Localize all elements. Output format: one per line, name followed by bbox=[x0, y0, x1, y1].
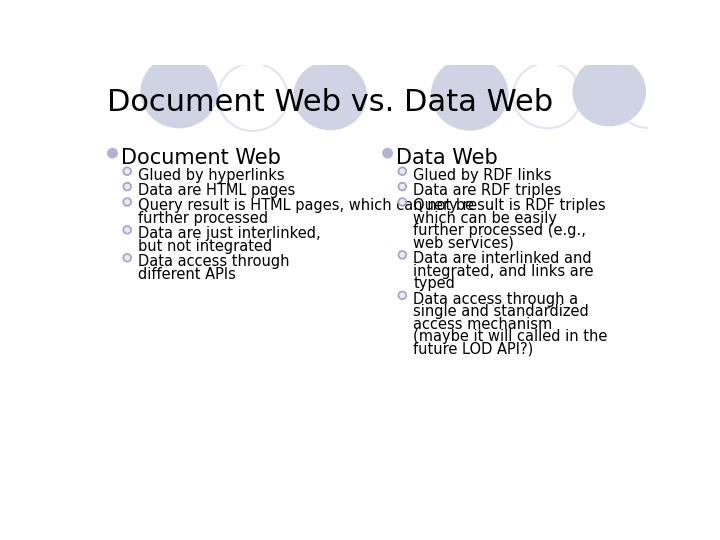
Circle shape bbox=[398, 292, 406, 299]
Text: integrated, and links are: integrated, and links are bbox=[413, 264, 594, 279]
Text: web services): web services) bbox=[413, 236, 514, 251]
Text: (maybe it will called in the: (maybe it will called in the bbox=[413, 329, 608, 345]
Ellipse shape bbox=[431, 57, 508, 131]
Text: Data are HTML pages: Data are HTML pages bbox=[138, 183, 295, 198]
Text: Query result is HTML pages, which can not be: Query result is HTML pages, which can no… bbox=[138, 198, 474, 213]
Circle shape bbox=[123, 183, 131, 191]
Ellipse shape bbox=[140, 55, 218, 129]
Text: Data are interlinked and: Data are interlinked and bbox=[413, 251, 592, 266]
Circle shape bbox=[398, 198, 406, 206]
Text: Data are RDF triples: Data are RDF triples bbox=[413, 183, 562, 198]
Text: further processed: further processed bbox=[138, 211, 268, 226]
Text: typed: typed bbox=[413, 276, 455, 292]
Text: further processed (e.g.,: further processed (e.g., bbox=[413, 224, 586, 238]
Circle shape bbox=[123, 167, 131, 175]
Text: Data are just interlinked,: Data are just interlinked, bbox=[138, 226, 320, 241]
Text: Query result is RDF triples: Query result is RDF triples bbox=[413, 198, 606, 213]
Text: Glued by RDF links: Glued by RDF links bbox=[413, 167, 552, 183]
Text: Document Web vs. Data Web: Document Web vs. Data Web bbox=[107, 88, 553, 117]
Ellipse shape bbox=[572, 57, 646, 126]
Text: Document Web: Document Web bbox=[121, 148, 281, 168]
Circle shape bbox=[398, 167, 406, 175]
Text: Glued by hyperlinks: Glued by hyperlinks bbox=[138, 167, 284, 183]
Text: different APIs: different APIs bbox=[138, 267, 236, 282]
Text: access mechanism: access mechanism bbox=[413, 317, 552, 332]
Circle shape bbox=[107, 148, 118, 159]
Text: Data access through a: Data access through a bbox=[413, 292, 578, 307]
Circle shape bbox=[382, 148, 393, 159]
Circle shape bbox=[123, 198, 131, 206]
Circle shape bbox=[123, 226, 131, 234]
Text: single and standardized: single and standardized bbox=[413, 304, 589, 319]
Text: which can be easily: which can be easily bbox=[413, 211, 557, 226]
Ellipse shape bbox=[294, 61, 367, 130]
Text: future LOD API?): future LOD API?) bbox=[413, 342, 534, 357]
Text: but not integrated: but not integrated bbox=[138, 239, 272, 254]
Text: Data Web: Data Web bbox=[396, 148, 498, 168]
Text: Data access through: Data access through bbox=[138, 254, 289, 269]
Circle shape bbox=[398, 183, 406, 191]
Circle shape bbox=[398, 251, 406, 259]
Circle shape bbox=[123, 254, 131, 261]
